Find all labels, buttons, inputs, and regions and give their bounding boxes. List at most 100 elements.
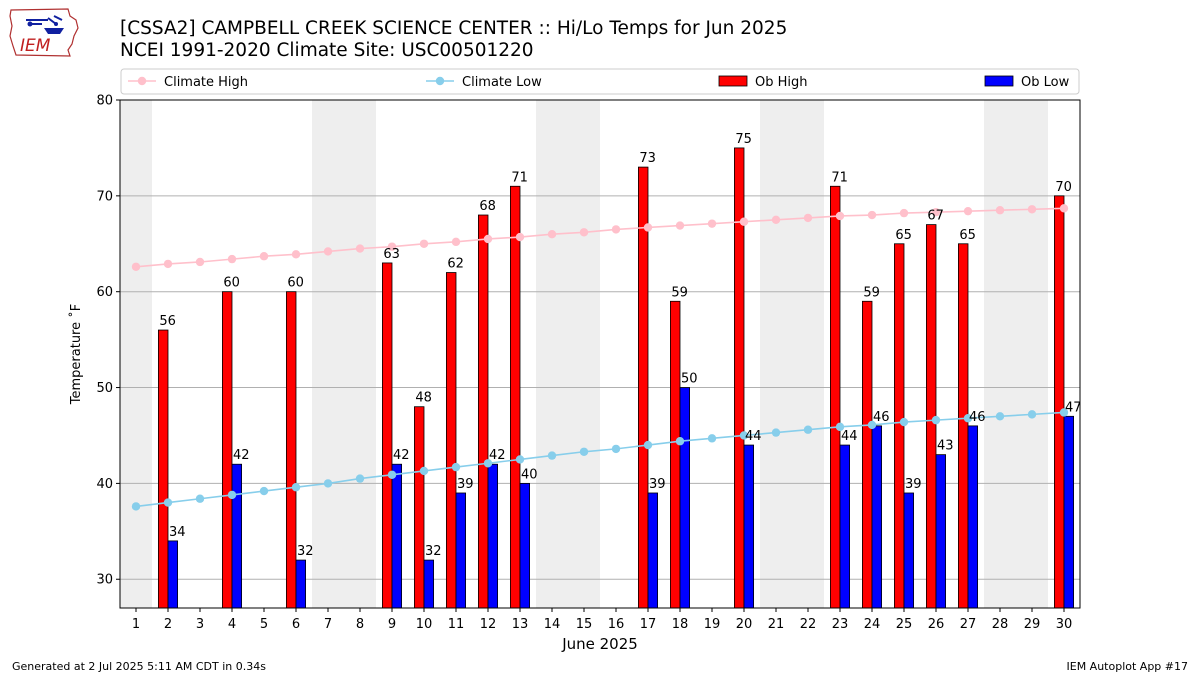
ob-high-bar <box>734 147 745 609</box>
climate-low-point <box>867 420 877 430</box>
climate-low-point <box>387 470 397 479</box>
ob-low-bar <box>935 454 947 609</box>
y-tick-label: 60 <box>96 285 113 300</box>
climate-low-point <box>483 459 493 468</box>
climate-high-point <box>163 259 173 269</box>
bars <box>157 147 1075 609</box>
ob-low-value-label: 43 <box>937 439 954 454</box>
logo-text: IEM <box>20 36 51 56</box>
x-axis-label: June 2025 <box>561 635 638 653</box>
ob-low-value-label: 32 <box>297 544 314 559</box>
climate-high-point <box>579 228 589 237</box>
ob-high-bar <box>285 291 297 609</box>
climate-high-point <box>515 232 525 242</box>
ob-low-bar <box>679 387 691 609</box>
weekend-shade <box>312 100 376 608</box>
ob-high-value-label: 67 <box>927 209 944 224</box>
y-tick-label: 70 <box>96 189 113 204</box>
ob-high-bar <box>413 406 425 609</box>
x-tick-label: 21 <box>768 617 785 632</box>
climate-low-point <box>515 455 525 464</box>
x-tick-label: 14 <box>544 617 561 632</box>
x-tick-label: 13 <box>512 617 529 632</box>
ob-high-value-label: 62 <box>447 257 464 272</box>
ob-low-value-label: 39 <box>457 477 474 492</box>
ob-high-value-label: 75 <box>735 132 752 147</box>
climate-low-point <box>675 437 685 446</box>
x-tick-label: 5 <box>260 617 268 632</box>
climate-high-point <box>611 225 621 234</box>
ob-high-bar <box>477 214 489 609</box>
ob-low-bar <box>167 540 179 609</box>
weekend-shading <box>120 100 1048 608</box>
ob-high-bar <box>157 329 169 609</box>
climate-low-point <box>803 425 813 434</box>
weekend-shade <box>760 100 824 608</box>
y-tick-label: 30 <box>96 573 113 588</box>
x-tick-label: 23 <box>832 617 849 632</box>
ob-high-bar <box>381 262 393 609</box>
x-tick-label: 1 <box>132 617 140 632</box>
climate-low-point <box>323 479 333 488</box>
ob-high-value-label: 60 <box>287 276 304 291</box>
gridlines <box>120 195 1080 580</box>
ob-low-value-label: 39 <box>905 477 922 492</box>
climate-high-point <box>771 215 781 225</box>
plot-frame <box>119 99 1081 609</box>
climate-high-point <box>867 210 877 220</box>
climate-low-point <box>131 502 141 511</box>
ob-low-bar <box>967 425 979 609</box>
iem-iowa-logo-icon: IEM <box>9 8 79 57</box>
x-tick-label: 10 <box>416 617 433 632</box>
climate-high-point <box>259 252 269 261</box>
legend: Climate High Climate Low Ob High Ob Low <box>120 68 1080 95</box>
ob-low-bar <box>647 492 659 609</box>
climate-low-point <box>419 466 429 476</box>
x-tick-label: 27 <box>960 617 977 632</box>
ob-high-bar <box>830 185 841 609</box>
x-tick-label: 20 <box>736 617 753 632</box>
climate-high-point <box>835 211 845 221</box>
ob-high-bar <box>638 166 649 609</box>
ob-high-value-label: 73 <box>639 151 656 166</box>
climate-low-point <box>163 498 173 507</box>
weekend-shade <box>120 100 152 608</box>
ob-high-value-label: 65 <box>959 228 976 243</box>
ob-high-value-label: 48 <box>415 391 432 406</box>
climate-high-point <box>739 217 749 226</box>
ob-low-bar <box>391 463 403 609</box>
climate-low-point <box>611 444 621 454</box>
legend-ob-low-label: Ob Low <box>1021 75 1070 90</box>
climate-low-point <box>355 474 365 483</box>
ob-low-value-label: 47 <box>1065 400 1082 415</box>
ob-high-value-label: 71 <box>511 170 528 185</box>
x-tick-label: 19 <box>704 617 721 632</box>
climate-low-point <box>643 440 653 450</box>
ob-low-bar <box>871 425 883 609</box>
climate-low-point <box>195 494 205 503</box>
climate-high-point <box>899 208 909 218</box>
legend-ob-high-swatch <box>718 75 748 87</box>
weekend-shade <box>984 100 1048 608</box>
ob-low-value-label: 40 <box>521 467 538 482</box>
ob-high-value-label: 65 <box>895 228 912 243</box>
ob-high-value-label: 60 <box>223 276 240 291</box>
legend-climate-high-marker <box>137 76 147 86</box>
climate-high-point <box>483 234 493 244</box>
ob-low-value-label: 46 <box>873 410 890 425</box>
ob-low-bar <box>519 482 531 609</box>
climate-high-point <box>995 206 1005 215</box>
ob-low-value-label: 44 <box>745 429 762 444</box>
climate-low-point <box>739 431 749 440</box>
ob-high-value-label: 71 <box>831 170 848 185</box>
climate-low-point <box>259 486 269 496</box>
climate-high-point <box>323 247 333 256</box>
climate-high-point <box>963 206 973 216</box>
ob-high-bar <box>670 300 681 609</box>
x-tick-label: 16 <box>608 617 625 632</box>
x-tick-label: 29 <box>1024 617 1041 632</box>
climate-high-point <box>675 221 685 230</box>
ob-high-value-label: 68 <box>479 199 496 214</box>
x-tick-label: 9 <box>388 617 396 632</box>
